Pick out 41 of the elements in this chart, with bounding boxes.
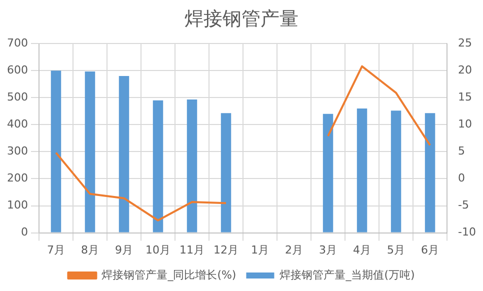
y-tick-label: 500 — [6, 90, 28, 104]
bar — [118, 76, 130, 232]
legend-label: 焊接钢管产量_同比增长(%) — [102, 268, 236, 282]
y-tick-label: 400 — [6, 118, 28, 131]
bar — [152, 100, 164, 232]
x-tick-label: 10月 — [146, 243, 171, 256]
y2-tick-label: -5 — [458, 198, 470, 212]
x-tick-label: 8月 — [81, 243, 99, 256]
y2-tick-label: 10 — [458, 118, 472, 131]
y-tick-label: 300 — [6, 144, 28, 158]
y2-tick-label: -10 — [458, 226, 476, 239]
x-tick-label: 9月 — [115, 243, 134, 256]
y2-tick-label: 25 — [458, 36, 472, 50]
bar — [390, 110, 402, 232]
x-tick-label: 4月 — [353, 243, 372, 256]
bar — [50, 70, 62, 232]
x-tick-label: 12月 — [214, 243, 239, 256]
bar — [84, 71, 96, 232]
bar — [424, 113, 436, 232]
y-tick-label: 200 — [6, 172, 28, 185]
bar — [186, 100, 198, 232]
bar — [322, 114, 334, 232]
x-tick-label: 3月 — [319, 243, 338, 256]
y-tick-label: 100 — [6, 198, 28, 212]
y-tick-label: 600 — [6, 63, 28, 76]
y2-tick-label: 20 — [458, 63, 472, 76]
bar — [220, 113, 232, 232]
x-tick-label: 2月 — [285, 243, 304, 256]
bar — [356, 108, 368, 232]
x-tick-label: 11月 — [180, 243, 205, 256]
legend-label: 焊接钢管产量_当期值(万吨) — [280, 268, 415, 282]
y2-tick-label: 0 — [458, 172, 466, 185]
x-tick-label: 7月 — [46, 243, 65, 256]
y-tick-label: 0 — [20, 226, 28, 239]
y2-tick-label: 15 — [458, 90, 472, 104]
y2-tick-label: 5 — [458, 144, 466, 158]
x-tick-label: 6月 — [421, 243, 440, 256]
x-tick-label: 5月 — [387, 243, 406, 256]
chart-title: 焊接钢管产量 — [184, 7, 300, 32]
y-tick-label: 700 — [6, 36, 28, 50]
x-tick-label: 1月 — [251, 243, 270, 256]
